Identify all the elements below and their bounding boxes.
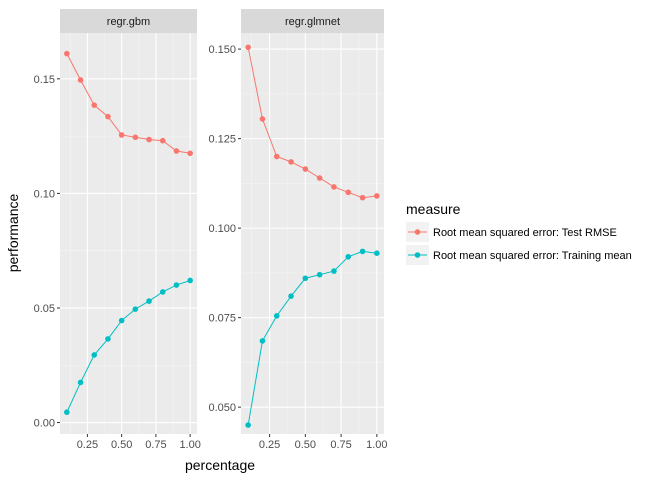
data-point — [187, 150, 193, 157]
legend-title: measure — [406, 201, 461, 217]
data-point — [105, 113, 111, 120]
data-point — [91, 352, 98, 358]
legend: measure Root mean squared error: Test RM… — [406, 201, 632, 265]
data-point — [273, 153, 280, 160]
series-training-mean — [64, 277, 193, 416]
data-point — [118, 132, 125, 138]
facet-strip — [241, 9, 384, 33]
data-point — [288, 293, 294, 299]
y-tick-label: 0.150 — [208, 44, 236, 56]
data-point — [64, 50, 70, 57]
y-tick-label: 0.10 — [34, 188, 55, 200]
y-tick-label: 0.05 — [34, 303, 55, 315]
data-point — [118, 317, 125, 324]
legend-key-point — [414, 252, 421, 258]
data-point — [77, 379, 84, 386]
panel-background — [60, 33, 197, 434]
data-point — [159, 289, 166, 295]
facet-strip-label: regr.glmnet — [285, 16, 340, 28]
y-tick-label: 0.075 — [208, 313, 236, 325]
data-point — [374, 193, 380, 199]
x-axis-title: percentage — [185, 457, 255, 473]
y-tick-label: 0.100 — [208, 223, 236, 235]
x-tick-label: 0.25 — [259, 439, 280, 451]
y-tick-label: 0.00 — [34, 418, 55, 430]
y-tick-label: 0.125 — [208, 134, 236, 146]
x-tick-label: 0.50 — [111, 439, 132, 451]
data-point — [245, 44, 251, 51]
data-point — [331, 184, 337, 190]
x-tick-label: 1.00 — [366, 439, 387, 451]
legend-entry: Root mean squared error: Test RMSE — [406, 222, 617, 242]
series-line — [66, 53, 191, 154]
data-point — [302, 275, 309, 282]
facet-strip — [60, 9, 197, 33]
data-point — [259, 338, 266, 344]
panels: regr.gbm 0.00 0.05 0.10 0.15 0.25 0.50 0.75 1.00… — [34, 9, 388, 451]
data-point — [77, 77, 84, 83]
x-tick-label: 0.75 — [145, 439, 166, 451]
y-tick-label: 0.050 — [208, 402, 236, 414]
data-point — [316, 271, 323, 278]
data-point — [173, 148, 180, 154]
data-point — [374, 250, 380, 256]
legend-key-point — [414, 229, 421, 235]
data-point — [345, 253, 352, 260]
data-point — [359, 248, 366, 255]
series-line — [247, 250, 377, 426]
data-point — [132, 134, 139, 141]
x-tick-label: 1.00 — [179, 439, 200, 451]
data-point — [359, 194, 366, 201]
data-point — [64, 409, 70, 416]
data-point — [273, 313, 280, 319]
data-point — [91, 102, 98, 108]
data-point — [288, 159, 294, 165]
panel-background — [241, 33, 384, 434]
data-point — [146, 298, 152, 304]
data-point — [173, 282, 180, 288]
series-line — [247, 47, 377, 199]
y-axis-title: performance — [5, 193, 21, 272]
data-point — [245, 422, 251, 428]
panel-regr-glmnet: regr.glmnet 0.050 0.075 0.100 0.125 0.150 0.25… — [208, 9, 388, 451]
data-point — [105, 336, 111, 342]
facet-strip-label: regr.gbm — [107, 16, 150, 28]
x-tick-label: 0.75 — [330, 439, 351, 451]
series-line — [66, 280, 191, 413]
legend-entry: Root mean squared error: Training mean — [406, 245, 632, 265]
data-point — [132, 306, 139, 312]
x-tick-label: 0.50 — [295, 439, 316, 451]
panel-regr-gbm: regr.gbm 0.00 0.05 0.10 0.15 0.25 0.50 0.75 1.00 — [34, 9, 201, 451]
series-test-rmse — [64, 50, 193, 157]
data-point — [345, 189, 352, 196]
series-training-mean — [245, 248, 380, 428]
series-test-rmse — [245, 44, 380, 201]
y-tick-label: 0.15 — [34, 74, 55, 86]
data-point — [331, 268, 337, 274]
data-point — [316, 175, 323, 181]
data-point — [259, 116, 266, 122]
data-point — [302, 166, 309, 172]
x-tick-label: 0.25 — [77, 439, 98, 451]
legend-label: Root mean squared error: Test RMSE — [433, 227, 617, 239]
data-point — [187, 277, 193, 284]
data-point — [159, 137, 166, 144]
data-point — [146, 136, 152, 143]
legend-label: Root mean squared error: Training mean — [433, 250, 632, 262]
